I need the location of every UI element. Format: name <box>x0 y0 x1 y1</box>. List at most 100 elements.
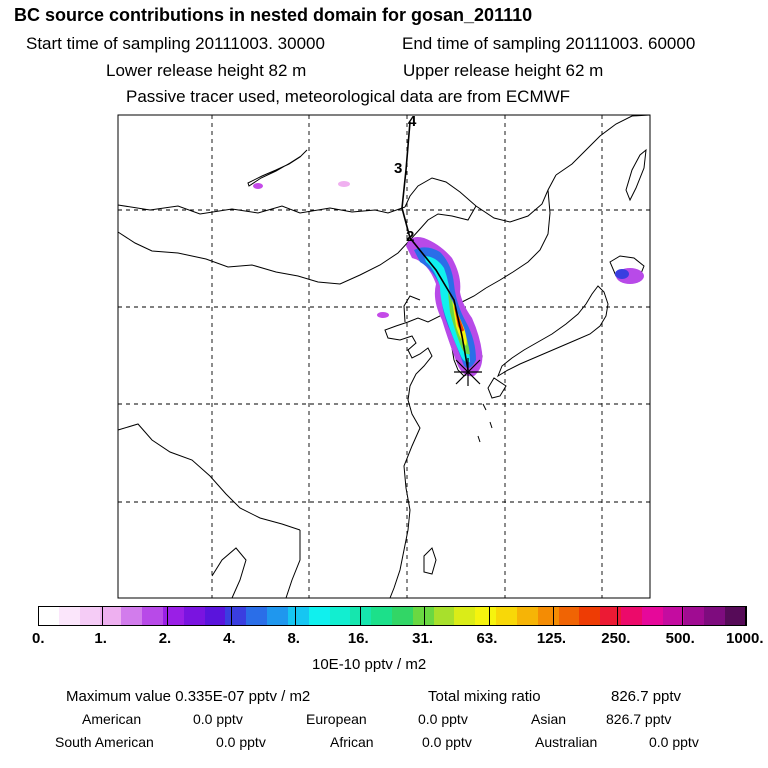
legend-tick-label: 500. <box>665 630 695 647</box>
legend-swatch <box>516 606 539 626</box>
legend-frame <box>38 606 746 626</box>
legend-tick-label: 63. <box>476 630 498 647</box>
legend-swatch <box>475 606 497 626</box>
ussuri-border <box>485 189 551 289</box>
russia-mongolia-border <box>117 204 406 215</box>
legend-swatch <box>308 606 331 626</box>
legend-swatch <box>412 606 435 626</box>
japan-kyushu <box>487 377 507 399</box>
legend-tick-mark <box>295 606 297 626</box>
southwest-border <box>117 423 301 531</box>
region-name-asian: Asian <box>531 711 567 727</box>
lat-lon-grid <box>118 115 650 598</box>
legend-swatch <box>100 606 122 626</box>
legend-swatch <box>267 606 289 626</box>
region-value-south-american: 0.0 pptv <box>216 734 266 750</box>
legend-tick-mark <box>424 606 426 626</box>
region-name-european: European <box>306 711 367 727</box>
legend-swatch <box>641 606 664 626</box>
coastlines-and-borders <box>117 114 651 599</box>
legend-unit: 10E-10 pptv / m2 <box>312 656 427 673</box>
total-mixing-ratio-label: Total mixing ratio <box>428 688 541 705</box>
trajectory-label-day-3: 3 <box>394 160 403 177</box>
legend-tick-label: 4. <box>223 630 236 647</box>
mongolia-china-border <box>117 205 477 285</box>
china-coastline <box>384 306 453 599</box>
region-name-australian: Australian <box>535 734 598 750</box>
legend-swatch <box>371 606 393 626</box>
map-title: BC source contributions in nested domain… <box>14 5 533 25</box>
legend-swatch <box>183 606 206 626</box>
legend-swatch <box>454 606 476 626</box>
region-name-american: American <box>82 711 142 727</box>
map-frame <box>117 114 651 599</box>
trajectory-path <box>401 121 469 371</box>
okhotsk-coast <box>555 114 651 176</box>
legend-tick-mark <box>681 606 683 626</box>
island-3 <box>477 435 481 443</box>
legend-swatch <box>662 606 685 626</box>
legend-swatch <box>162 606 185 626</box>
region-value-african: 0.0 pptv <box>422 734 472 750</box>
region-value-asian: 826.7 pptv <box>606 711 672 727</box>
legend-swatch <box>79 606 101 626</box>
legend-swatch <box>246 606 268 626</box>
legend-tick-mark <box>552 606 554 626</box>
legend-tick-mark <box>359 606 361 626</box>
legend-tick-label: 1000. <box>726 630 764 647</box>
lake-baikal <box>247 149 308 187</box>
legend-tick-label: 31. <box>412 630 434 647</box>
end-time: End time of sampling 20111003. 60000 <box>402 34 696 53</box>
legend-tick-label: 16. <box>347 630 369 647</box>
legend-tick-label: 0. <box>32 630 45 647</box>
legend-swatch <box>725 606 747 626</box>
region-value-european: 0.0 pptv <box>418 711 468 727</box>
legend-swatch <box>58 606 81 626</box>
legend-tick-label: 250. <box>601 630 631 647</box>
island-2 <box>489 421 493 429</box>
liaodong-coast <box>403 295 421 323</box>
legend-swatch <box>225 606 247 626</box>
legend-tick-label: 125. <box>536 630 567 647</box>
legend-swatch <box>350 606 372 626</box>
lower-release-height: Lower release height 82 m <box>106 61 307 80</box>
legend-swatch <box>433 606 455 626</box>
myanmar-border <box>211 547 247 599</box>
region-value-american: 0.0 pptv <box>193 711 243 727</box>
legend-swatch <box>204 606 226 626</box>
legend-swatch <box>683 606 705 626</box>
start-time: Start time of sampling 20111003. 30000 <box>26 34 325 53</box>
legend-swatch <box>142 606 164 626</box>
legend-swatch <box>392 606 414 626</box>
release-site-marker <box>454 358 482 386</box>
trajectory <box>401 121 469 371</box>
legend-tick-mark <box>38 606 39 626</box>
legend-tick-mark <box>102 606 104 626</box>
legend-swatch <box>579 606 601 626</box>
legend-tick-mark <box>617 606 619 626</box>
japan-honshu <box>496 285 609 378</box>
region-value-australian: 0.0 pptv <box>649 734 699 750</box>
legend-swatch <box>38 606 60 626</box>
legend-tick-mark <box>746 606 747 626</box>
legend-swatch <box>621 606 643 626</box>
legend-swatch <box>496 606 518 626</box>
legend-swatch <box>704 606 726 626</box>
trajectory-label-day-4: 4 <box>408 113 417 130</box>
legend-swatch <box>287 606 310 626</box>
legend-swatch <box>121 606 143 626</box>
legend-tick-label: 2. <box>158 630 172 647</box>
total-mixing-ratio-value: 826.7 pptv <box>611 688 682 705</box>
taiwan <box>423 547 437 575</box>
legend-swatch <box>558 606 580 626</box>
region-name-south-american: South American <box>55 734 154 750</box>
tracer-note: Passive tracer used, meteorological data… <box>126 87 571 106</box>
legend-swatch <box>329 606 351 626</box>
legend-tick-mark <box>166 606 168 626</box>
legend-tick-mark <box>231 606 233 626</box>
legend-tick-label: 1. <box>94 630 107 647</box>
legend-swatch <box>600 606 622 626</box>
legend-tick-label: 8. <box>287 630 300 647</box>
maximum-value: Maximum value 0.335E-07 pptv / m2 <box>66 688 311 705</box>
